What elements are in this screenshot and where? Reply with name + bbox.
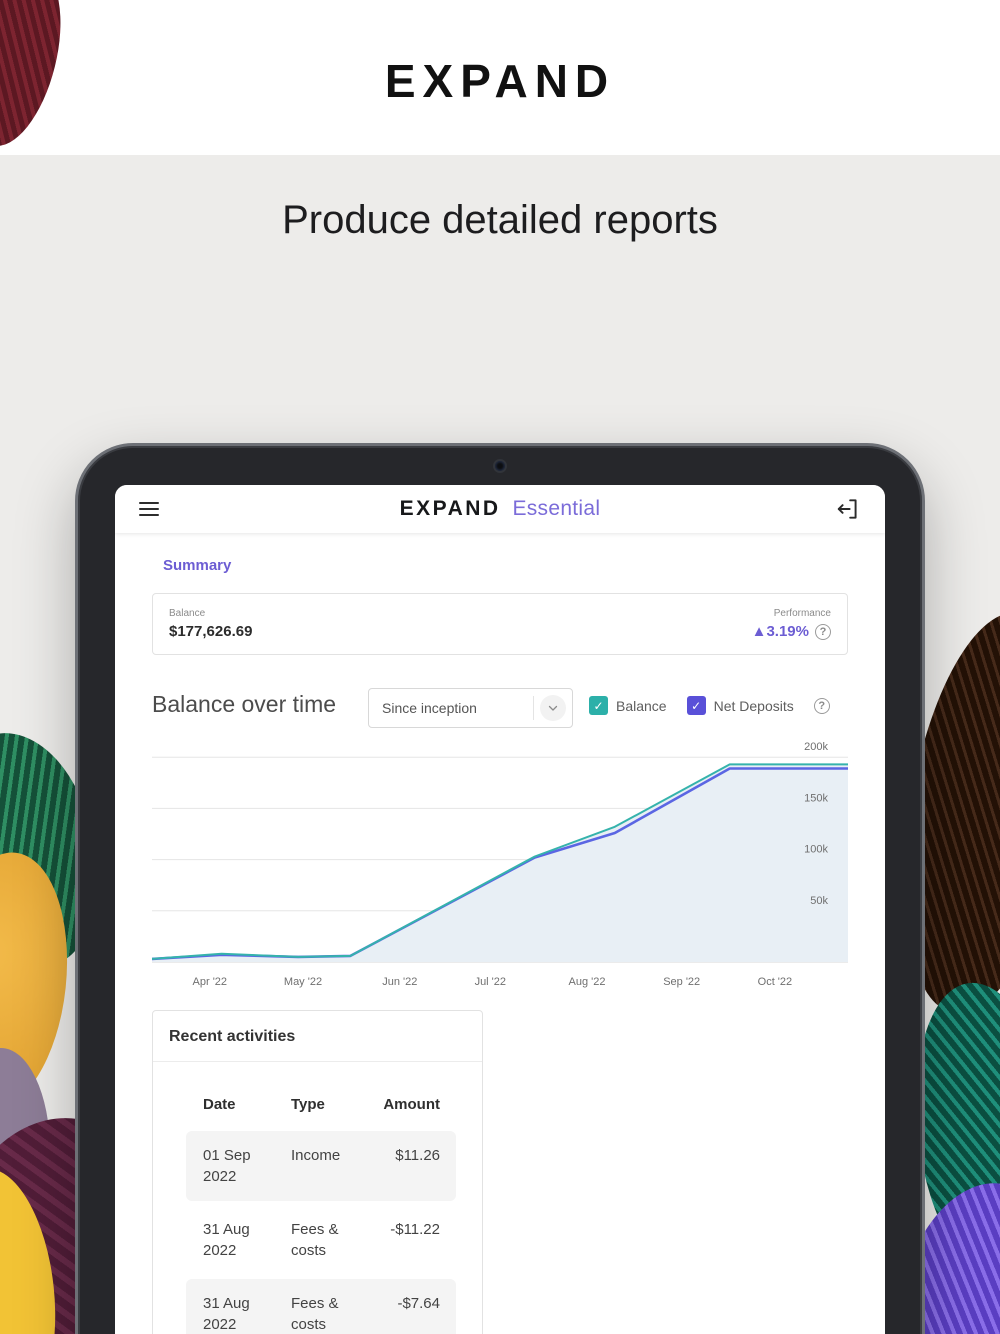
tablet-device: EXPAND Essential Summary Balance $177,62… — [75, 443, 925, 1334]
chart-title: Balance over time — [152, 691, 337, 717]
cell-date: 31 Aug 2022 — [203, 1295, 250, 1333]
cell-type: Fees & costs — [291, 1295, 339, 1333]
table-row[interactable]: 31 Aug 2022 Fees & costs -$7.64 — [186, 1279, 456, 1334]
svg-text:Sep '22: Sep '22 — [663, 976, 700, 988]
arrow-up-icon: ▲ — [751, 623, 767, 640]
svg-text:Jul '22: Jul '22 — [475, 976, 506, 988]
column-header-amount: Amount — [383, 1096, 440, 1113]
performance-value: ▲3.19% — [751, 623, 809, 640]
chevron-down-icon — [534, 695, 572, 721]
performance-block: Performance ▲3.19% ? — [752, 608, 831, 640]
tablet-screen: EXPAND Essential Summary Balance $177,62… — [115, 485, 885, 1334]
balance-label: Balance — [169, 608, 206, 619]
chart-legend: ✓ Balance ✓ Net Deposits ? — [589, 696, 830, 715]
balance-chart: 50k 100k 150k 200k Apr '22 May '22 Jun '22 Jul … — [152, 741, 848, 988]
date-range-dropdown[interactable]: Since inception — [368, 688, 573, 728]
cell-date: 01 Sep 2022 — [203, 1147, 251, 1185]
cell-amount: -$11.22 — [390, 1221, 440, 1238]
balance-summary-card: Balance $177,626.69 Performance ▲3.19% ? — [152, 593, 848, 655]
table-row[interactable]: 01 Sep 2022 Income $11.26 — [186, 1131, 456, 1201]
logout-icon[interactable] — [835, 496, 861, 522]
table-header-row: Date Type Amount — [186, 1096, 456, 1113]
column-header-type: Type — [291, 1096, 325, 1113]
table-row[interactable]: 31 Aug 2022 Fees & costs -$11.22 — [186, 1205, 456, 1275]
app-brand: EXPAND Essential — [115, 497, 885, 521]
balance-checkbox[interactable]: ✓ — [589, 696, 608, 715]
check-icon: ✓ — [691, 698, 702, 713]
dropdown-divider — [533, 696, 534, 720]
svg-text:Jun '22: Jun '22 — [382, 976, 417, 988]
app-brand-name: EXPAND — [399, 497, 501, 520]
hamburger-menu-icon[interactable] — [139, 501, 159, 517]
tablet-camera — [495, 461, 505, 471]
net-deposits-checkbox[interactable]: ✓ — [686, 696, 706, 715]
balance-legend-label: Balance — [616, 697, 667, 714]
summary-section-title: Summary — [163, 557, 232, 574]
svg-text:Aug '22: Aug '22 — [569, 976, 606, 988]
chart-help-icon[interactable]: ? — [813, 697, 830, 714]
brand-logo: EXPAND — [384, 55, 616, 107]
performance-label: Performance — [773, 608, 831, 619]
recent-activities-card: Recent activities Date Type Amount 01 Se… — [152, 1010, 483, 1334]
cell-amount: $11.26 — [395, 1147, 440, 1164]
svg-text:50k: 50k — [810, 895, 828, 907]
svg-text:Apr '22: Apr '22 — [193, 976, 228, 988]
svg-text:Oct '22: Oct '22 — [758, 976, 793, 988]
balance-block: Balance $177,626.69 — [169, 608, 252, 640]
table-rows: 01 Sep 2022 Income $11.26 31 Aug 2022 Fe… — [186, 1131, 456, 1334]
app-brand-product: Essential — [512, 497, 601, 520]
cell-type: Fees & costs — [291, 1221, 339, 1259]
recent-activities-title: Recent activities — [153, 1011, 482, 1062]
page-tagline: Produce detailed reports — [282, 198, 718, 242]
svg-text:May '22: May '22 — [284, 976, 322, 988]
recent-activities-table: Date Type Amount 01 Sep 2022 Income $11.… — [186, 1096, 456, 1334]
date-range-value: Since inception — [382, 700, 477, 716]
cell-type: Income — [291, 1147, 341, 1164]
balance-value: $177,626.69 — [169, 623, 253, 640]
app-header: EXPAND Essential — [115, 485, 885, 533]
check-icon: ✓ — [593, 698, 604, 713]
svg-text:100k: 100k — [804, 844, 828, 856]
svg-text:200k: 200k — [804, 741, 828, 753]
column-header-date: Date — [203, 1096, 236, 1113]
net-deposits-legend-label: Net Deposits — [713, 697, 794, 714]
svg-text:150k: 150k — [804, 792, 828, 804]
cell-amount: -$7.64 — [397, 1295, 440, 1312]
performance-help-icon[interactable]: ? — [815, 623, 831, 640]
cell-date: 31 Aug 2022 — [203, 1221, 250, 1259]
